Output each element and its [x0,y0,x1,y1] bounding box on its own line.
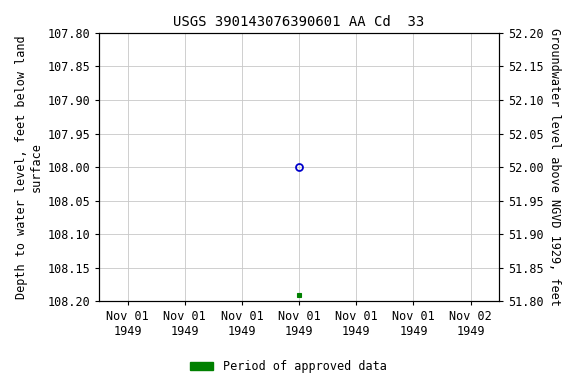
Y-axis label: Depth to water level, feet below land
surface: Depth to water level, feet below land su… [15,35,43,299]
Title: USGS 390143076390601 AA Cd  33: USGS 390143076390601 AA Cd 33 [173,15,425,29]
Legend: Period of approved data: Period of approved data [185,356,391,378]
Y-axis label: Groundwater level above NGVD 1929, feet: Groundwater level above NGVD 1929, feet [548,28,561,306]
